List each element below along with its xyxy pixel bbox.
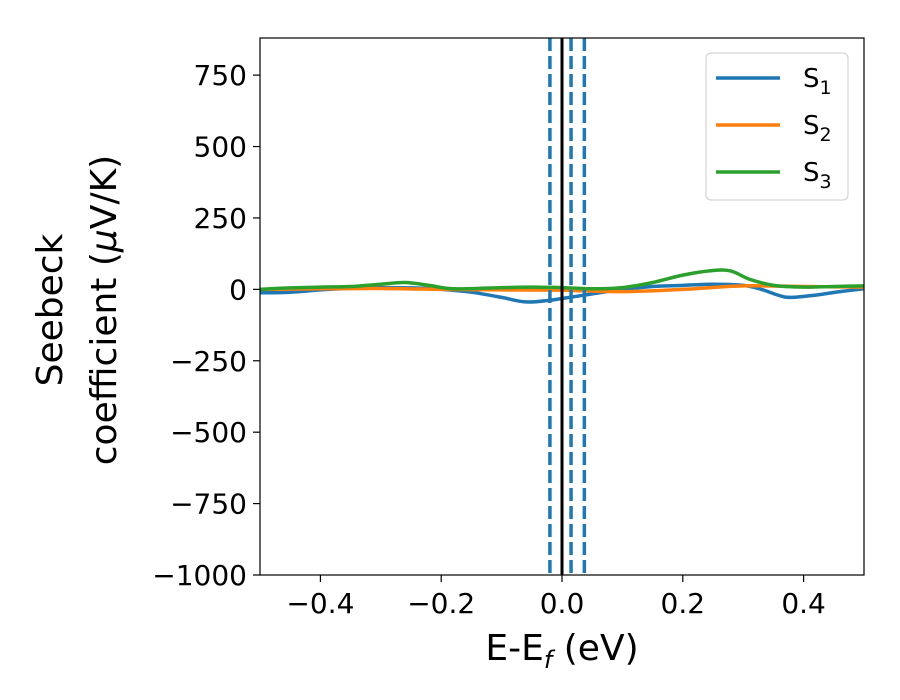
x-ticks: −0.4 −0.2 0.0 0.2 0.4: [286, 575, 826, 620]
x-tick-label: −0.4: [286, 587, 354, 620]
y-axis-label-line2: coefficient (μV/K): [84, 155, 125, 465]
y-ticks: −1000 −750 −500 −250 0 250 500 750: [152, 59, 260, 592]
y-tick-label: −500: [170, 416, 247, 449]
legend-label-S1: S1: [803, 64, 832, 99]
y-tick-label: 0: [229, 273, 247, 306]
y-tick-label: −750: [170, 488, 247, 521]
vline-group: [548, 38, 587, 575]
series-line-S3: [260, 268, 864, 292]
legend: S1 S2 S3: [705, 52, 849, 201]
y-axis-label-post: V/K): [84, 155, 125, 229]
x-axis-label: E-Ef (eV): [485, 628, 638, 674]
legend-label-S3: S3: [803, 158, 832, 193]
y-tick-label: −250: [170, 345, 247, 378]
x-tick-label: −0.2: [407, 587, 475, 620]
x-tick-label: 0.0: [540, 587, 585, 620]
y-tick-label: 250: [194, 202, 247, 235]
x-axis-label-main: E-E: [485, 628, 543, 669]
y-axis-label: Seebeck coefficient (μV/K): [30, 155, 125, 465]
y-tick-label: 750: [194, 59, 247, 92]
x-axis-label-unit: (eV): [552, 628, 638, 669]
legend-label-S2: S2: [803, 111, 832, 146]
y-tick-label: −1000: [152, 559, 247, 592]
y-axis-label-line1: Seebeck: [30, 233, 71, 386]
x-tick-label: 0.4: [781, 587, 826, 620]
x-tick-label: 0.2: [661, 587, 706, 620]
y-axis-label-pre: coefficient (: [84, 252, 125, 465]
y-tick-label: 500: [194, 131, 247, 164]
y-axis-label-mu: μ: [84, 229, 125, 253]
